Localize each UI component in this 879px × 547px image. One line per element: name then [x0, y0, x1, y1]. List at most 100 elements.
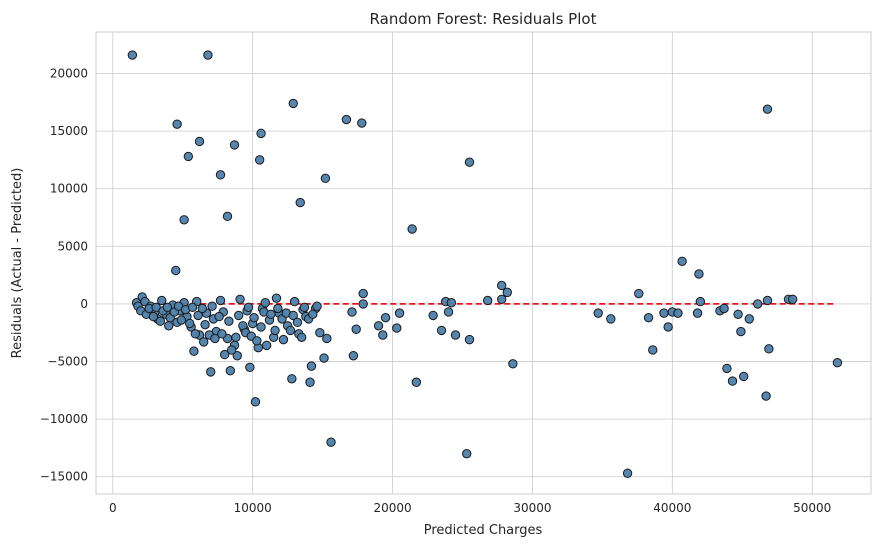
- data-point: [210, 333, 220, 344]
- data-point: [752, 299, 763, 309]
- data-point: [183, 151, 194, 162]
- data-point: [233, 310, 244, 321]
- data-point: [634, 288, 644, 299]
- x-tick-label: 20000: [373, 501, 411, 515]
- data-point: [231, 332, 241, 343]
- data-point: [663, 322, 673, 332]
- data-point: [673, 308, 683, 318]
- data-point: [287, 374, 297, 384]
- data-point: [305, 377, 315, 387]
- data-point: [245, 362, 255, 372]
- data-point: [278, 334, 289, 345]
- data-point: [733, 309, 743, 319]
- y-tick-label: −5000: [47, 355, 88, 369]
- data-point: [319, 353, 329, 363]
- data-point: [179, 215, 189, 225]
- data-point: [695, 296, 706, 307]
- data-point: [443, 307, 454, 317]
- data-point: [727, 376, 738, 386]
- data-point: [162, 302, 173, 313]
- plot-background: [95, 31, 872, 495]
- data-point: [271, 293, 282, 303]
- data-point: [464, 334, 475, 345]
- data-point: [235, 294, 245, 304]
- data-point: [207, 301, 217, 311]
- data-point: [496, 294, 507, 304]
- data-point: [407, 224, 417, 234]
- data-point: [761, 391, 771, 401]
- data-point: [380, 313, 391, 323]
- data-point: [299, 302, 310, 313]
- data-point: [285, 325, 296, 336]
- x-tick-label: 50000: [793, 501, 831, 515]
- data-point: [373, 321, 384, 331]
- data-point: [312, 301, 322, 311]
- data-point: [462, 448, 472, 459]
- data-point: [357, 118, 367, 128]
- y-tick-label: 20000: [50, 66, 88, 80]
- y-tick-labels: −15000 −10000 −5000 0 5000 10000 15000 20000: [40, 66, 88, 483]
- data-point: [394, 308, 405, 318]
- data-point: [694, 269, 704, 279]
- data-point: [762, 104, 773, 114]
- data-point: [225, 366, 235, 376]
- data-point: [464, 157, 475, 167]
- y-axis-label: Residuals (Actual - Predicted): [10, 168, 25, 359]
- data-point: [326, 437, 336, 447]
- data-point: [622, 468, 633, 478]
- data-point: [155, 316, 166, 326]
- data-point: [295, 197, 305, 208]
- chart-title: Random Forest: Residuals Plot: [370, 10, 597, 28]
- data-point: [261, 340, 272, 351]
- x-tick-label: 40000: [653, 501, 691, 515]
- x-tick-labels: 0 10000 20000 30000 40000 50000: [109, 501, 831, 515]
- data-point: [358, 288, 368, 299]
- data-point: [190, 329, 201, 339]
- data-point: [764, 344, 774, 354]
- y-tick-label: −10000: [40, 412, 88, 426]
- data-point: [217, 329, 227, 339]
- data-point: [322, 333, 332, 344]
- data-point: [164, 321, 174, 331]
- x-axis-label: Predicted Charges: [424, 523, 543, 538]
- data-point: [148, 311, 159, 322]
- data-point: [692, 308, 703, 318]
- data-point: [157, 295, 167, 306]
- data-point: [185, 318, 195, 329]
- data-point: [482, 295, 493, 306]
- y-tick-label: 10000: [50, 182, 88, 196]
- y-tick-label: −15000: [40, 470, 88, 484]
- data-point: [127, 50, 138, 60]
- data-point: [222, 211, 233, 222]
- data-point: [256, 322, 266, 332]
- data-point: [428, 310, 438, 321]
- data-point: [288, 310, 298, 321]
- data-point: [659, 308, 669, 318]
- data-point: [232, 351, 242, 361]
- data-point: [270, 325, 280, 336]
- data-point: [256, 128, 266, 139]
- data-point: [378, 330, 388, 340]
- data-point: [306, 361, 317, 371]
- data-point: [224, 316, 234, 326]
- data-point: [250, 397, 261, 407]
- data-point: [392, 323, 402, 333]
- data-point: [200, 319, 210, 330]
- data-point: [199, 337, 209, 347]
- data-point: [194, 136, 205, 147]
- data-point: [176, 315, 187, 325]
- data-point: [226, 345, 237, 355]
- x-tick-label: 10000: [234, 501, 272, 515]
- y-tick-label: 15000: [50, 124, 88, 138]
- data-point: [187, 302, 198, 313]
- data-point: [351, 324, 361, 334]
- data-point: [787, 294, 798, 304]
- data-point: [172, 119, 182, 129]
- data-point: [320, 173, 331, 184]
- data-point: [348, 351, 359, 361]
- data-point: [744, 314, 754, 324]
- data-point: [171, 265, 181, 276]
- data-point: [736, 326, 746, 337]
- data-point: [203, 50, 213, 60]
- data-point: [243, 302, 254, 313]
